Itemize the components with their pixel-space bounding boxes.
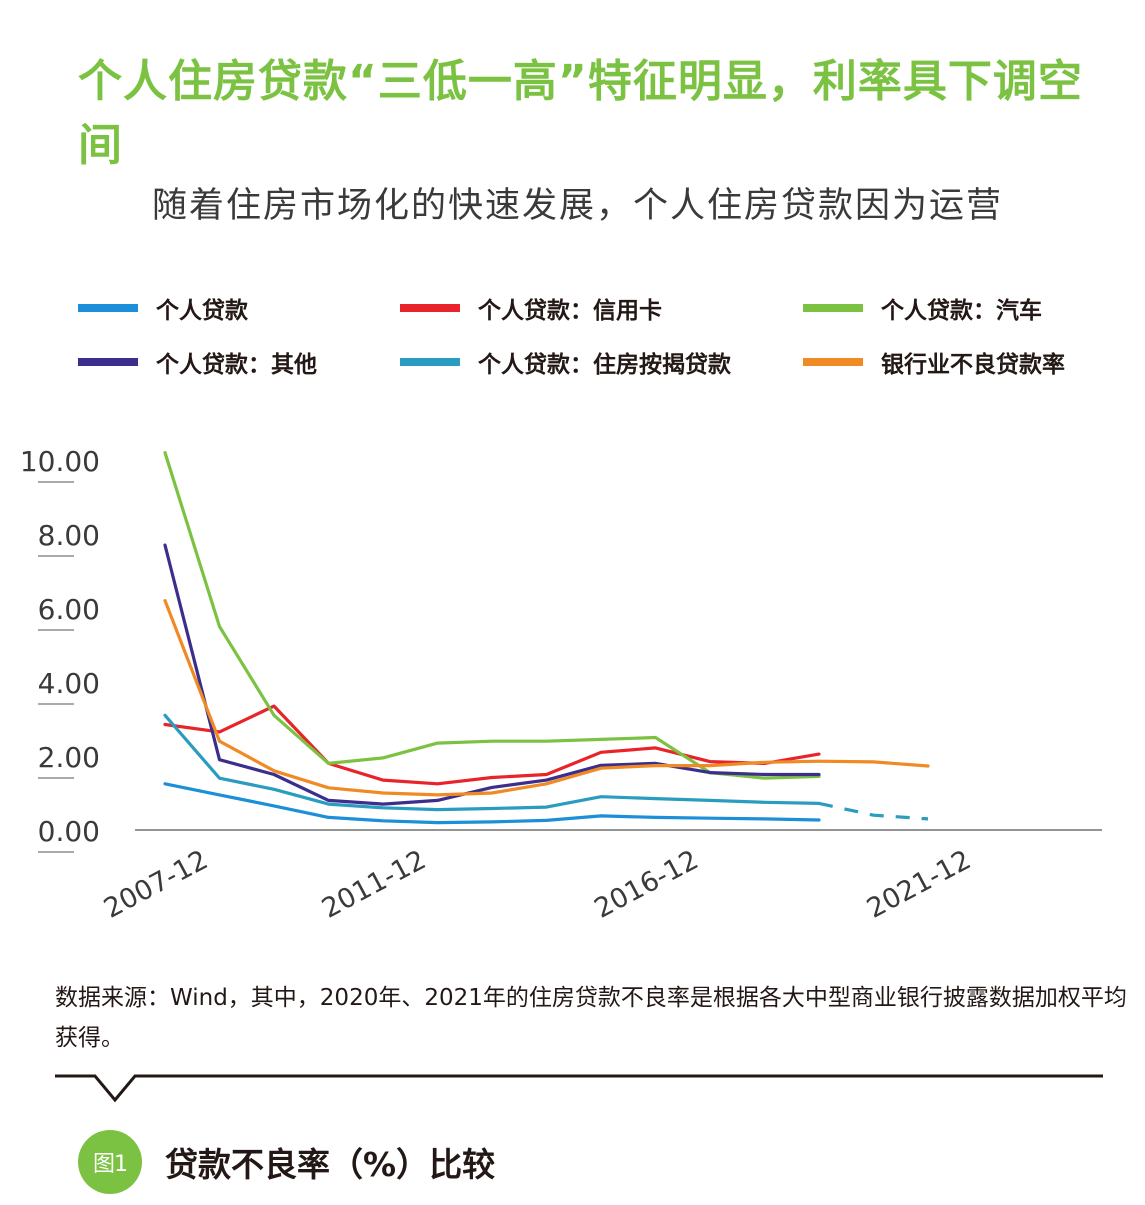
legend-swatch — [78, 304, 138, 312]
legend-item: 个人贷款：汽车 — [803, 288, 1042, 328]
source-note: 数据来源：Wind，其中，2020年、2021年的住房贷款不良率是根据各大中型商… — [55, 985, 1127, 1051]
series-line — [163, 704, 821, 786]
intro-text: 随着住房市场化的快速发展，个人住房贷款因为运营 — [152, 186, 1004, 226]
legend-label: 个人贷款：住房按揭贷款 — [478, 352, 731, 378]
series-line — [163, 782, 821, 825]
legend-swatch — [400, 304, 460, 312]
legend-label: 个人贷款：信用卡 — [478, 298, 662, 324]
series-line — [163, 713, 821, 812]
figure-badge: 图1 — [78, 1130, 142, 1194]
legend-label: 个人贷款 — [156, 298, 248, 324]
legend-item: 银行业不良贷款率 — [803, 342, 1065, 382]
legend-swatch — [400, 358, 460, 366]
legend-item: 个人贷款：信用卡 — [400, 288, 662, 328]
legend-swatch — [803, 304, 863, 312]
legend-label: 个人贷款：其他 — [156, 352, 317, 378]
x-tick-label: 2011-12 — [317, 844, 431, 924]
legend-swatch — [803, 358, 863, 366]
y-tick-label: 10.00 — [20, 445, 100, 478]
page-title: 个人住房贷款“三低一高”特征明显，利率具下调空间 — [78, 56, 1083, 171]
x-tick-label: 2016-12 — [589, 844, 703, 924]
chart-legend: 个人贷款 个人贷款：信用卡 个人贷款：汽车个人贷款：其他 个人贷款：住房按揭贷款 银行业… — [78, 288, 1138, 398]
series-line-projected — [818, 801, 929, 821]
series-line — [163, 543, 821, 806]
figure-caption: 贷款不良率（%）比较 — [165, 1145, 496, 1184]
legend-item: 个人贷款：住房按揭贷款 — [400, 342, 731, 382]
y-tick-label: 2.00 — [38, 741, 100, 774]
y-tick-label: 0.00 — [38, 815, 100, 848]
series-line — [163, 451, 821, 780]
section-divider — [55, 1074, 1103, 1103]
x-tick-label: 2021-12 — [862, 844, 976, 924]
legend-item: 个人贷款：其他 — [78, 342, 317, 382]
y-tick-label: 4.00 — [38, 667, 100, 700]
legend-label: 银行业不良贷款率 — [881, 352, 1065, 378]
legend-label: 个人贷款：汽车 — [881, 298, 1042, 324]
x-tick-label: 2007-12 — [99, 844, 213, 924]
series-line — [163, 599, 930, 797]
y-tick-label: 8.00 — [38, 519, 100, 552]
legend-swatch — [78, 358, 138, 366]
legend-item: 个人贷款 — [78, 288, 248, 328]
y-tick-label: 6.00 — [38, 593, 100, 626]
